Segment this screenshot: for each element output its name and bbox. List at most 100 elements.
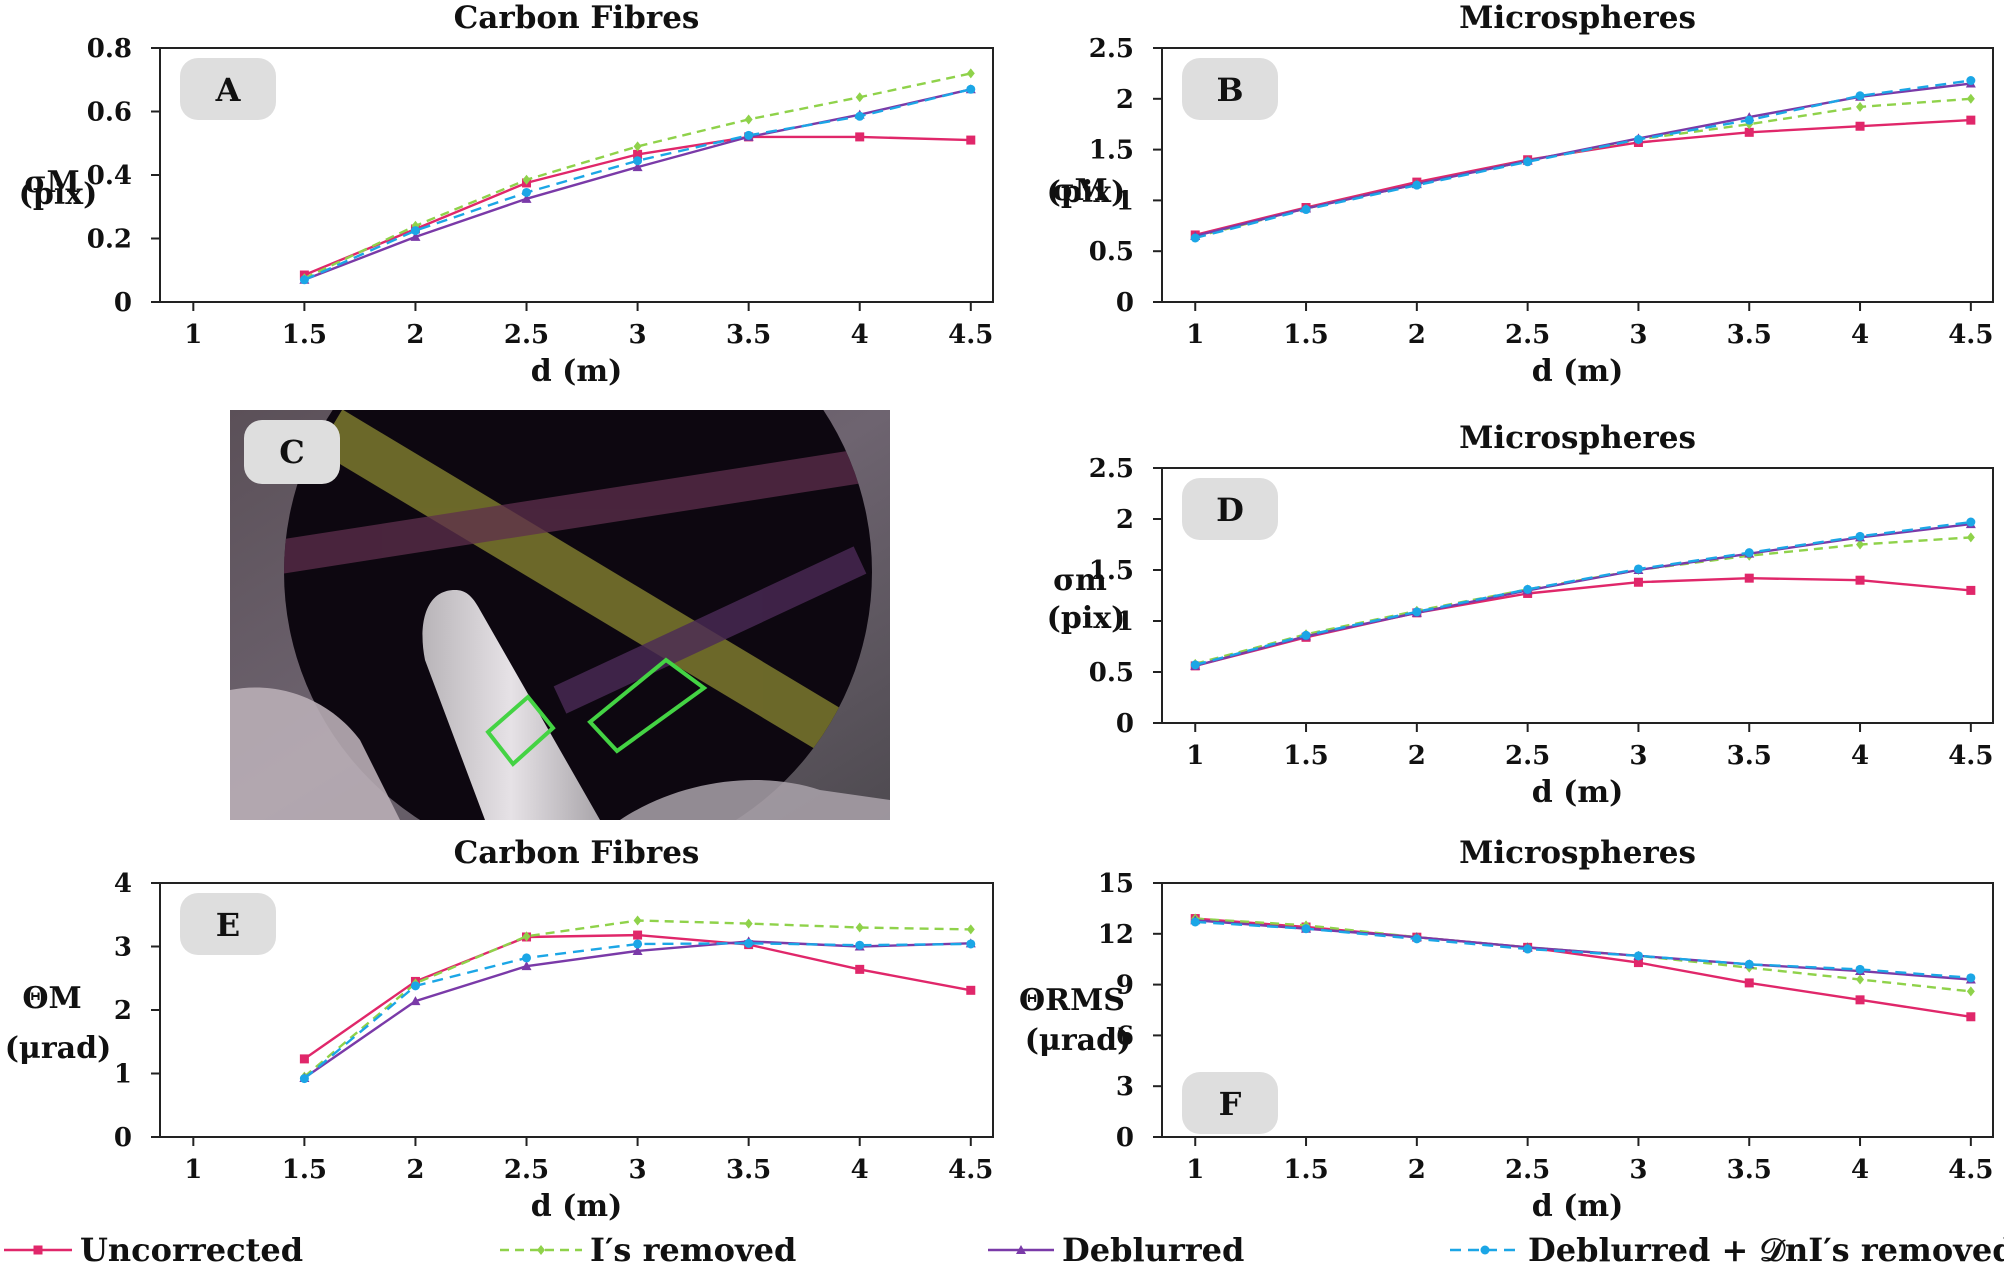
data-point-deblurred_dn_removed [299, 1074, 309, 1084]
data-point-is_removed [1856, 539, 1865, 550]
y-axis-label: σM [24, 165, 79, 200]
data-point-uncorrected [1744, 573, 1754, 583]
x-tick-label: 2 [1408, 320, 1426, 350]
x-tick-label: 1 [184, 1155, 202, 1185]
data-point-is_removed [855, 922, 864, 933]
data-point-is_removed [966, 924, 975, 935]
y-axis-unit: (pix) [19, 177, 98, 212]
data-point-deblurred_dn_removed [1744, 959, 1754, 969]
data-point-deblurred_dn_removed [855, 940, 865, 950]
data-point-is_removed [744, 114, 753, 125]
panel-c-badge [244, 420, 340, 484]
x-axis-label: d (m) [531, 354, 623, 389]
data-point-is_removed [966, 68, 975, 79]
chart-title: Microspheres [1459, 835, 1696, 871]
panel-c-letter: C [279, 433, 304, 471]
data-point-uncorrected [299, 1054, 309, 1064]
y-tick-label: 3 [114, 933, 132, 963]
x-axis-label: d (m) [1532, 1189, 1624, 1224]
legend-label-uncorrected: Uncorrected [80, 1231, 303, 1269]
series-line-uncorrected [1195, 917, 1971, 1018]
data-point-is_removed [633, 141, 642, 152]
probe-tip [422, 590, 600, 820]
x-tick-label: 2.5 [504, 1155, 549, 1185]
image-bright-lower-right [620, 780, 890, 820]
data-point-is_removed [1966, 532, 1975, 543]
data-point-uncorrected [1966, 1012, 1976, 1022]
data-point-uncorrected [1633, 577, 1643, 587]
legend: Uncorrected I′s removed Deblurred Deblurred… [4, 1231, 2004, 1269]
y-tick-label: 3 [1116, 1072, 1134, 1102]
x-tick-label: 2 [1408, 1155, 1426, 1185]
data-point-deblurred_dn_removed [410, 981, 420, 991]
series-line-deblurred_dn_removed [1194, 79, 1971, 240]
x-tick-label: 4.5 [948, 320, 993, 350]
y-tick-label: 2.5 [1089, 34, 1134, 64]
series-line-deblurred_dn_removed [1195, 920, 1971, 979]
x-tick-label: 3 [1629, 741, 1647, 771]
data-point-uncorrected [1855, 575, 1865, 585]
data-point-is_removed [855, 92, 864, 103]
data-point-is_removed [522, 931, 531, 942]
y-tick-label: 1 [1116, 607, 1134, 637]
x-tick-label: 4 [1851, 1155, 1869, 1185]
x-tick-label: 1.5 [282, 320, 327, 350]
y-tick-label: 4 [114, 869, 132, 899]
x-tick-label: 4 [851, 1155, 869, 1185]
y-axis-label: ΘRMS [1019, 983, 1125, 1018]
series-line-uncorrected [1194, 118, 1971, 237]
x-axis-label: d (m) [1532, 775, 1624, 810]
series-line-is_removed [303, 72, 972, 280]
data-point-deblurred_dn_removed [633, 939, 643, 949]
y-tick-label: 0.6 [87, 98, 132, 128]
y-tick-label: 1 [1116, 186, 1134, 216]
x-tick-label: 1.5 [1283, 741, 1328, 771]
data-point-deblurred_dn_removed [1855, 91, 1865, 101]
series-line-uncorrected [1194, 576, 1971, 668]
data-point-deblurred_dn_removed [1966, 973, 1976, 983]
series-line-deblurred_dn_removed [1194, 520, 1971, 667]
series-line-deblurred_dn_removed [303, 88, 972, 281]
panel-letter: E [216, 906, 240, 944]
data-point-deblurred [521, 961, 532, 971]
plot-frame [1161, 47, 1994, 303]
series-line-deblurred [1194, 522, 1971, 668]
y-tick-label: 2.5 [1089, 454, 1134, 484]
data-point-deblurred_dn_removed [1301, 205, 1311, 215]
series-line-is_removed [1194, 536, 1971, 665]
series-line-deblurred [303, 88, 972, 281]
data-point-deblurred_dn_removed [1412, 607, 1422, 617]
data-point-deblurred_dn_removed [410, 226, 420, 236]
y-tick-label: 0.2 [87, 225, 132, 255]
y-tick-label: 1 [114, 1060, 132, 1090]
roi-1 [485, 694, 556, 767]
data-point-deblurred_dn_removed [522, 953, 532, 963]
legend-marker-deblurred_dn_removed [1480, 1245, 1490, 1255]
series-line-deblurred [1194, 82, 1971, 238]
data-point-deblurred_dn_removed [1633, 134, 1643, 144]
data-point-deblurred_dn_removed [1190, 917, 1200, 927]
x-tick-label: 2 [406, 1155, 424, 1185]
data-point-uncorrected [1633, 958, 1643, 968]
x-tick-label: 4 [1851, 741, 1869, 771]
data-point-deblurred_dn_removed [1301, 924, 1311, 934]
data-point-uncorrected [1855, 121, 1865, 131]
x-tick-label: 3 [629, 320, 647, 350]
data-point-uncorrected [1744, 127, 1754, 137]
fibre-purple [553, 546, 867, 714]
data-point-deblurred_dn_removed [1633, 564, 1643, 574]
x-tick-label: 3.5 [726, 320, 771, 350]
x-tick-label: 1 [1186, 741, 1204, 771]
data-point-deblurred_dn_removed [1412, 934, 1422, 944]
data-point-uncorrected [966, 135, 976, 145]
series-line-is_removed [1194, 97, 1971, 239]
data-point-deblurred [521, 193, 532, 203]
chart-title: Microspheres [1459, 0, 1696, 36]
x-tick-label: 4 [851, 320, 869, 350]
x-tick-label: 4.5 [1948, 1155, 1993, 1185]
x-tick-label: 3 [1629, 320, 1647, 350]
data-point-deblurred_dn_removed [1301, 630, 1311, 640]
legend-label-deblurred_dn_removed: Deblurred + 𝒟nI′s removed [1528, 1231, 2004, 1269]
panel-badge [1182, 478, 1278, 540]
